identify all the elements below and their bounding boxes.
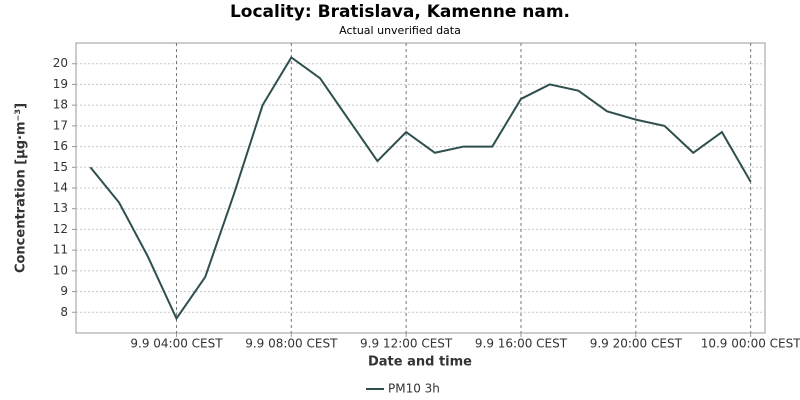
y-tick-label: 18 <box>53 98 68 112</box>
x-tick-label: 9.9 04:00 CEST <box>130 337 223 351</box>
y-tick-label: 17 <box>53 118 68 132</box>
y-tick-label: 9 <box>60 284 68 298</box>
y-tick-label: 16 <box>53 139 68 153</box>
y-axis-label: Concentration [µg·m⁻³] <box>14 103 29 273</box>
y-tick-label: 10 <box>53 263 68 277</box>
x-tick-label: 9.9 16:00 CEST <box>475 337 568 351</box>
y-tick-label: 15 <box>53 160 68 174</box>
y-tick-label: 13 <box>53 201 68 215</box>
y-tick-label: 12 <box>53 222 68 236</box>
x-axis-label: Date and time <box>368 355 472 370</box>
y-tick-label: 11 <box>53 243 68 257</box>
x-tick-label: 9.9 08:00 CEST <box>245 337 338 351</box>
chart-subtitle: Actual unverified data <box>339 24 461 37</box>
x-tick-label: 10.9 00:00 CEST <box>701 337 800 351</box>
chart-title: Locality: Bratislava, Kamenne nam. <box>230 2 570 22</box>
y-tick-label: 14 <box>53 181 68 195</box>
data-line <box>89 56 752 321</box>
x-tick-label: 9.9 20:00 CEST <box>590 337 683 351</box>
y-tick-label: 20 <box>53 56 68 70</box>
legend-label: PM10 3h <box>388 382 440 396</box>
x-tick-label: 9.9 12:00 CEST <box>360 337 453 351</box>
y-tick-label: 8 <box>60 305 68 319</box>
y-tick-label: 19 <box>53 77 68 91</box>
